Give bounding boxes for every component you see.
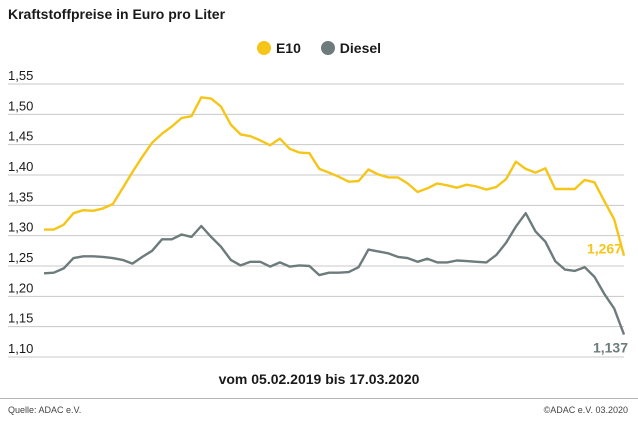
y-tick-label: 1,25	[8, 250, 33, 265]
y-tick-label: 1,30	[8, 220, 33, 235]
y-tick-label: 1,40	[8, 159, 33, 174]
legend-marker-e10	[256, 41, 271, 55]
legend-label-e10: E10	[275, 40, 301, 56]
e10-end-label: 1,267	[587, 241, 622, 257]
copyright-note: ©ADAC e.V. 03.2020	[543, 405, 628, 415]
footer-divider	[0, 398, 638, 399]
chart-date-range: vom 05.02.2019 bis 17.03.2020	[218, 371, 420, 387]
y-tick-label: 1,55	[8, 68, 33, 83]
legend-marker-diesel	[320, 41, 335, 55]
y-tick-label: 1,15	[8, 311, 33, 326]
legend: E10 Diesel	[0, 40, 638, 58]
y-tick-label: 1,35	[8, 189, 33, 204]
legend-item-diesel: Diesel	[320, 40, 382, 56]
legend-item-e10: E10	[256, 40, 301, 56]
chart-title: Kraftstoffpreise in Euro pro Liter	[8, 6, 226, 22]
y-tick-label: 1,10	[8, 341, 33, 356]
diesel-end-label: 1,137	[593, 340, 628, 356]
diesel-line	[43, 211, 626, 336]
y-tick-label: 1,20	[8, 280, 33, 295]
y-tick-label: 1,45	[8, 129, 33, 144]
source-note: Quelle: ADAC e.V.	[8, 405, 82, 415]
y-tick-label: 1,50	[8, 98, 33, 113]
e10-line	[44, 96, 626, 257]
legend-label-diesel: Diesel	[339, 40, 382, 56]
